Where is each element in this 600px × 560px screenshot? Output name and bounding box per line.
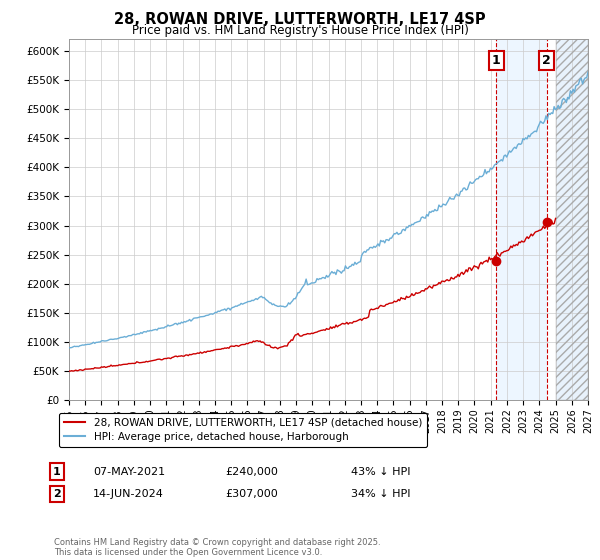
Text: Contains HM Land Registry data © Crown copyright and database right 2025.
This d: Contains HM Land Registry data © Crown c… — [54, 538, 380, 557]
Text: 28, ROWAN DRIVE, LUTTERWORTH, LE17 4SP: 28, ROWAN DRIVE, LUTTERWORTH, LE17 4SP — [114, 12, 486, 27]
Text: 14-JUN-2024: 14-JUN-2024 — [93, 489, 164, 499]
Text: £307,000: £307,000 — [225, 489, 278, 499]
Text: 1: 1 — [492, 54, 501, 67]
Text: 34% ↓ HPI: 34% ↓ HPI — [351, 489, 410, 499]
Bar — [496, 39, 547, 400]
Bar — [556, 39, 588, 400]
Legend: 28, ROWAN DRIVE, LUTTERWORTH, LE17 4SP (detached house), HPI: Average price, det: 28, ROWAN DRIVE, LUTTERWORTH, LE17 4SP (… — [59, 413, 427, 447]
Bar — [556, 39, 588, 400]
Text: £240,000: £240,000 — [225, 466, 278, 477]
Text: Price paid vs. HM Land Registry's House Price Index (HPI): Price paid vs. HM Land Registry's House … — [131, 24, 469, 36]
Text: 07-MAY-2021: 07-MAY-2021 — [93, 466, 165, 477]
Text: 43% ↓ HPI: 43% ↓ HPI — [351, 466, 410, 477]
Text: 2: 2 — [53, 489, 61, 499]
Text: 2: 2 — [542, 54, 551, 67]
Text: 1: 1 — [53, 466, 61, 477]
